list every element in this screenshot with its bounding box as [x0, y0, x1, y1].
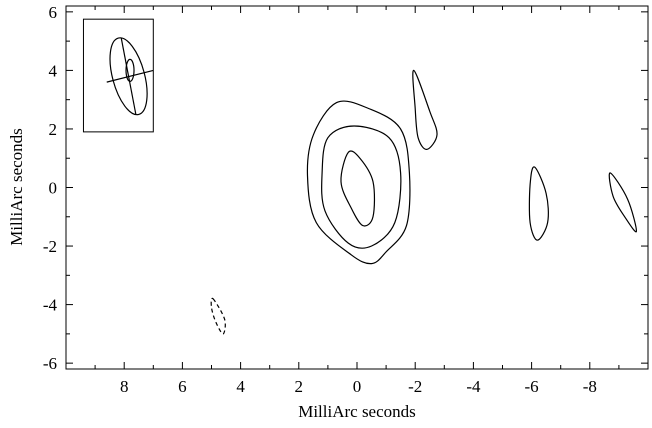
y-tick-label: 2 [49, 120, 58, 139]
x-tick-label: -2 [408, 377, 422, 396]
contour-jet-knot-3 [608, 172, 638, 233]
beam-minor-axis [106, 69, 154, 83]
x-axis-label: MilliArc seconds [298, 402, 416, 421]
contour-core-outer [306, 100, 411, 265]
x-tick-label: 2 [295, 377, 304, 396]
axis-ticks [66, 6, 648, 369]
x-tick-label: 6 [178, 377, 187, 396]
contour-jet-knot-1 [412, 69, 438, 151]
contour-jet-knot-2 [528, 166, 549, 241]
contour-core-inner [340, 150, 376, 227]
y-axis-label: MilliArc seconds [7, 128, 26, 246]
x-tick-labels: 8 6 4 2 0 -2 -4 -6 -8 [120, 377, 597, 396]
x-tick-label: -4 [466, 377, 481, 396]
y-tick-label: 4 [49, 61, 58, 80]
x-tick-label: 4 [236, 377, 245, 396]
y-tick-labels: 6 4 2 0 -2 -4 -6 [43, 3, 58, 373]
contour-negative-feature [210, 297, 226, 335]
beam-inner-contour [125, 58, 135, 83]
beam-box [82, 18, 154, 133]
y-tick-label: -2 [43, 237, 57, 256]
contour-core-middle [321, 125, 402, 249]
x-tick-label: -6 [525, 377, 539, 396]
beam-inset [82, 18, 154, 133]
x-tick-label: 8 [120, 377, 129, 396]
y-tick-label: -6 [43, 354, 57, 373]
y-tick-label: -4 [43, 296, 58, 315]
y-tick-label: 6 [49, 3, 58, 22]
x-tick-label: -8 [583, 377, 597, 396]
contour-lines [210, 69, 638, 335]
x-tick-label: 0 [353, 377, 362, 396]
y-tick-label: 0 [49, 179, 58, 198]
